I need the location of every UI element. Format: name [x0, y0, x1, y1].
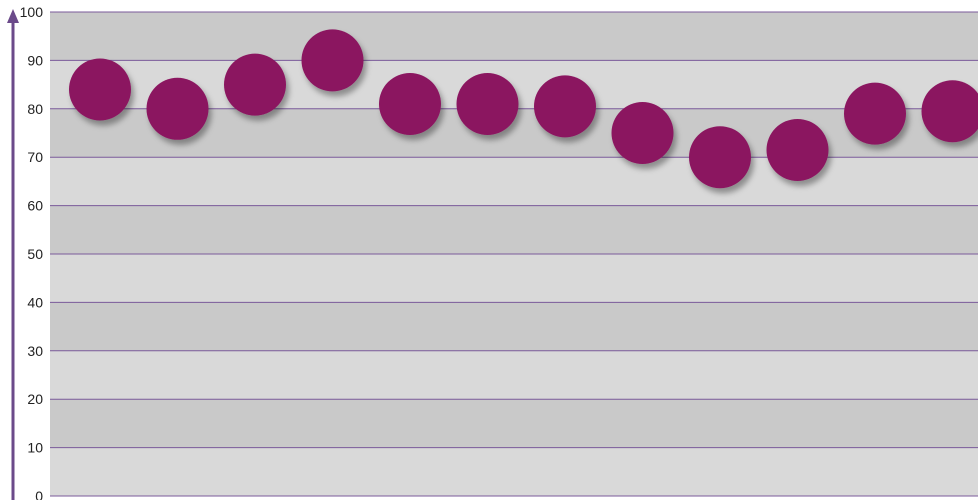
plot-band: [50, 205, 978, 254]
y-tick-label: 20: [27, 391, 43, 407]
data-point: [456, 72, 519, 135]
y-tick-label: 100: [20, 4, 44, 20]
y-tick-label: 60: [27, 198, 43, 214]
plot-band: [50, 254, 978, 303]
y-tick-label: 30: [27, 343, 43, 359]
plot-band: [50, 157, 978, 206]
data-point: [146, 77, 209, 140]
data-point: [224, 53, 286, 116]
y-tick-label: 70: [27, 149, 43, 165]
plot-band: [50, 399, 978, 448]
data-point: [689, 126, 751, 189]
plot-band: [50, 12, 978, 61]
data-markers: [69, 29, 978, 189]
data-point: [301, 29, 364, 92]
y-axis: [7, 9, 19, 500]
plot-background: [50, 12, 978, 496]
data-point: [844, 82, 906, 145]
data-point: [379, 72, 441, 135]
plot-band: [50, 302, 978, 351]
y-tick-labels: 0 10 20 30 40 50 60 70 80 90 100: [20, 4, 44, 500]
data-point: [921, 80, 978, 143]
data-point: [69, 58, 131, 121]
y-tick-label: 40: [27, 294, 43, 310]
y-axis-arrow-icon: [7, 9, 19, 23]
y-tick-label: 50: [27, 246, 43, 262]
data-point: [534, 75, 596, 138]
y-tick-label: 0: [35, 488, 43, 500]
y-tick-label: 80: [27, 101, 43, 117]
data-point: [766, 118, 829, 181]
data-point: [611, 102, 674, 164]
plot-band: [50, 447, 978, 496]
y-tick-label: 10: [27, 440, 43, 456]
plot-band: [50, 350, 978, 400]
y-tick-label: 90: [27, 52, 43, 68]
